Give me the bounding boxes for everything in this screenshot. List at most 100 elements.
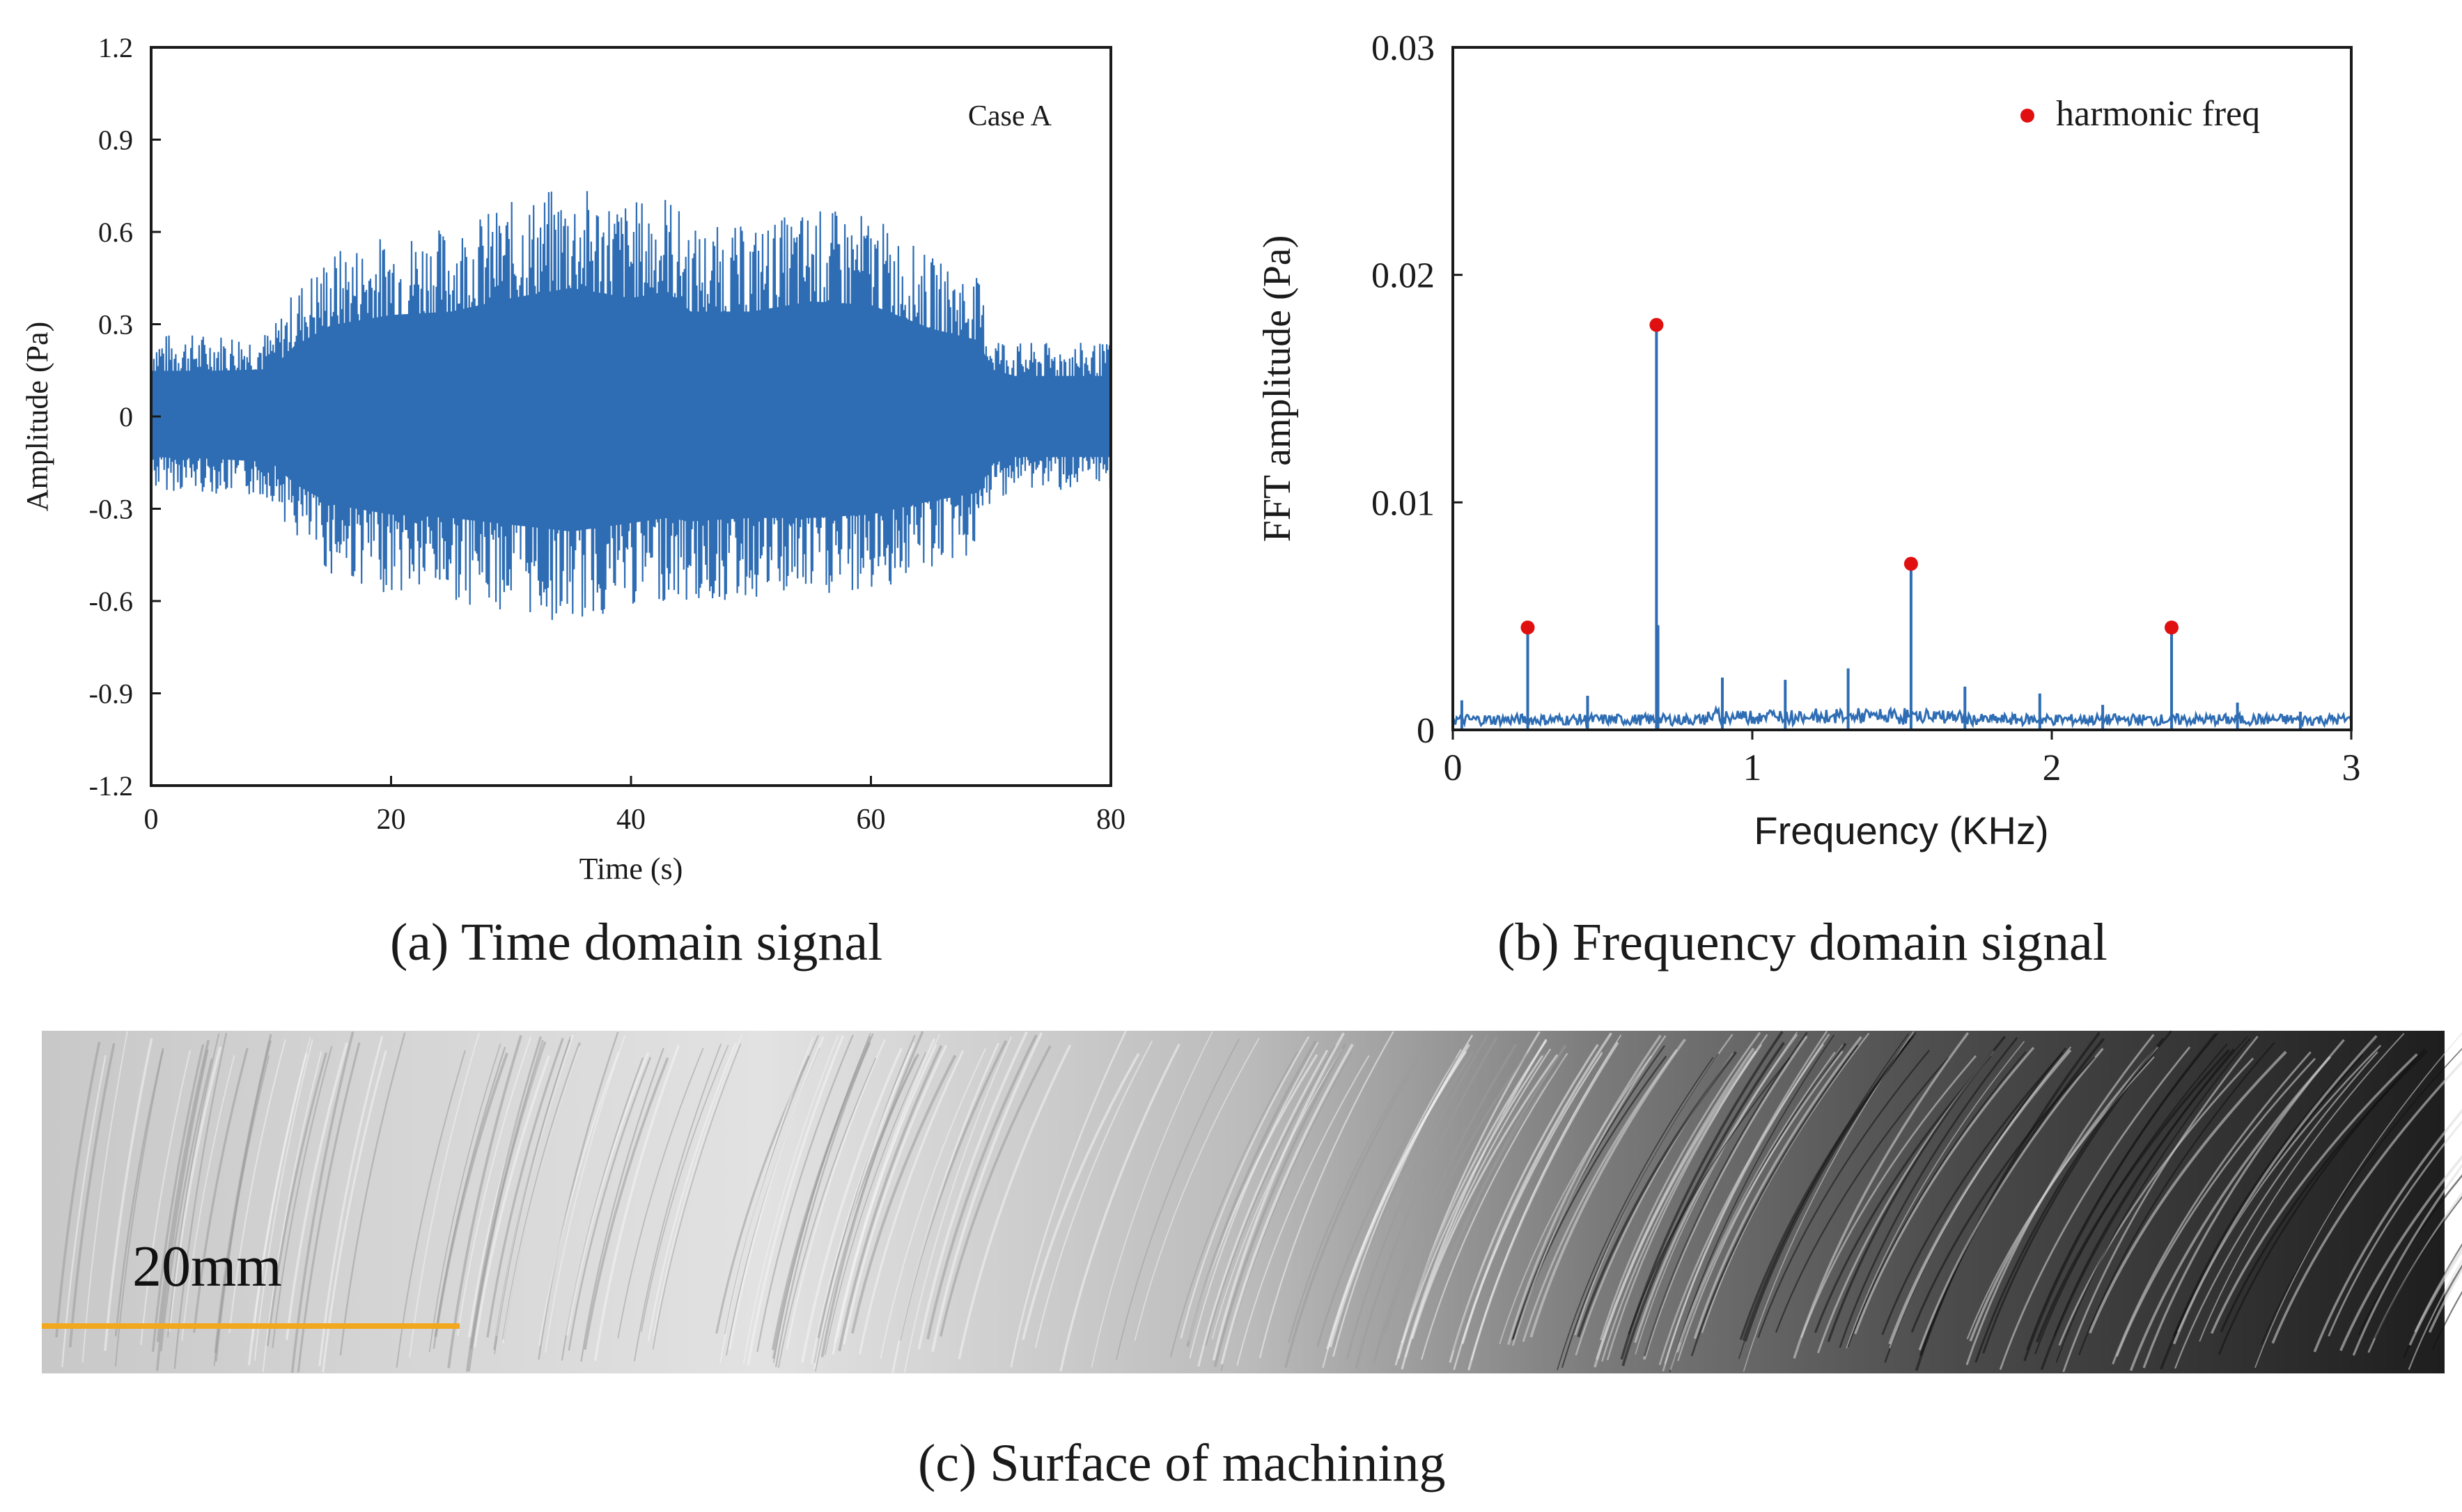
feed-mark [1213,1043,1347,1367]
feed-mark [747,1035,845,1366]
time-signal-core [151,288,1111,532]
feed-mark [2328,1120,2462,1337]
feed-mark [1662,1030,1828,1372]
feed-mark [2313,1109,2462,1353]
feed-mark [1628,1057,1791,1335]
harmonic-point [2165,621,2179,634]
time-domain-chart: 1.20.90.60.30-0.3-0.6-0.9-1.2 0 20 40 60 80 … [20,32,1125,886]
feed-mark [1401,1038,1548,1370]
feed-mark [931,1032,1043,1353]
feed-mark [958,1044,1072,1359]
time-x-ticks: 0 20 40 60 80 [144,776,1125,836]
frequency-x-tick-label: 0 [1444,747,1463,788]
feed-mark [2088,1050,2287,1334]
feed-mark [228,1039,286,1334]
feed-mark [2428,1267,2462,1333]
feed-mark [1421,1054,1568,1334]
feed-mark [2408,1248,2462,1346]
frequency-x-axis-label: Frequency (KHz) [1754,809,2048,852]
feed-mark [318,1036,384,1366]
feed-mark [1669,1034,1835,1373]
feed-mark [2058,1057,2254,1346]
time-x-tick-label: 80 [1096,804,1125,836]
feed-mark [1034,1041,1153,1348]
feed-mark [801,1047,903,1363]
time-x-tick-label: 60 [857,804,886,836]
feed-mark [1594,1047,1755,1368]
feed-mark [2129,1056,2331,1371]
feed-mark [880,1047,987,1359]
feed-mark [1499,1055,1652,1345]
feed-mark [1847,1051,2027,1348]
feed-mark [266,1052,327,1346]
feed-mark [566,1052,650,1336]
feed-mark [719,1037,814,1364]
feed-mark [2352,1164,2462,1356]
feed-mark [1116,1038,1240,1360]
feed-mark [1186,1040,1317,1347]
time-y-tick-label: -0.6 [89,586,133,617]
feed-mark [1621,1042,1785,1366]
feed-mark [2432,1291,2462,1350]
feed-mark [813,1042,915,1370]
feed-mark [2112,1051,2312,1365]
feed-mark [2254,1032,2462,1369]
feed-mark [1332,1051,1474,1348]
time-y-tick-label: 0.6 [98,217,133,248]
feed-mark [55,1041,101,1338]
feed-mark [850,1054,957,1334]
feed-mark [843,1045,948,1345]
feed-mark [1322,1049,1462,1369]
feed-mark [1915,1031,2101,1371]
time-y-tick-label: 0.3 [98,309,133,341]
feed-mark [811,1048,912,1364]
time-y-tick-label: -1.2 [89,770,133,802]
harmonic-point [1903,556,1918,571]
feed-mark [1606,1034,1768,1361]
feed-mark [114,1047,164,1337]
feed-mark [2271,1060,2462,1344]
feed-mark [447,1035,522,1369]
feed-mark [1846,1041,2025,1349]
feed-mark [1411,1054,1559,1339]
feed-mark [568,1057,652,1351]
frequency-y-axis-label: FFT amplitude (Pa) [1256,235,1299,543]
feed-mark [939,1045,1052,1337]
feed-mark [1910,1056,2096,1333]
feed-mark [771,1042,871,1350]
feed-mark [1793,1031,1970,1359]
feed-mark [1511,1035,1667,1346]
feed-mark [502,1046,581,1343]
time-y-tick-label: 0 [119,401,133,432]
feed-mark [1507,1034,1662,1346]
feed-mark [2408,1258,2462,1371]
feed-mark [409,1032,480,1357]
feed-mark [285,1042,348,1340]
feed-mark [1197,1050,1329,1367]
harmonic-points [1520,318,2179,634]
feed-mark [1288,1045,1426,1343]
frequency-plot-frame [1451,46,2353,731]
feed-mark [151,1044,205,1353]
feed-mark [254,1039,313,1361]
feed-mark [786,1039,886,1350]
feed-mark [1211,1048,1343,1339]
feed-mark [272,1045,333,1348]
feed-mark [473,1055,550,1348]
feed-mark [580,1047,664,1362]
feed-mark [858,1050,965,1355]
feed-mark [903,1036,1013,1373]
time-y-tick-label: 1.2 [98,32,133,63]
feed-mark [2172,1035,2378,1345]
feed-mark [457,1036,532,1336]
feed-mark [469,1041,547,1350]
feed-mark [1467,1042,1619,1371]
feed-mark [1577,1051,1738,1338]
feed-mark [1969,1045,2159,1342]
feed-mark [1010,1030,1127,1368]
feed-mark [2220,1050,2429,1333]
time-y-tick-label: -0.3 [89,494,133,525]
feed-mark [1918,1047,2104,1350]
feed-mark [140,1050,192,1346]
